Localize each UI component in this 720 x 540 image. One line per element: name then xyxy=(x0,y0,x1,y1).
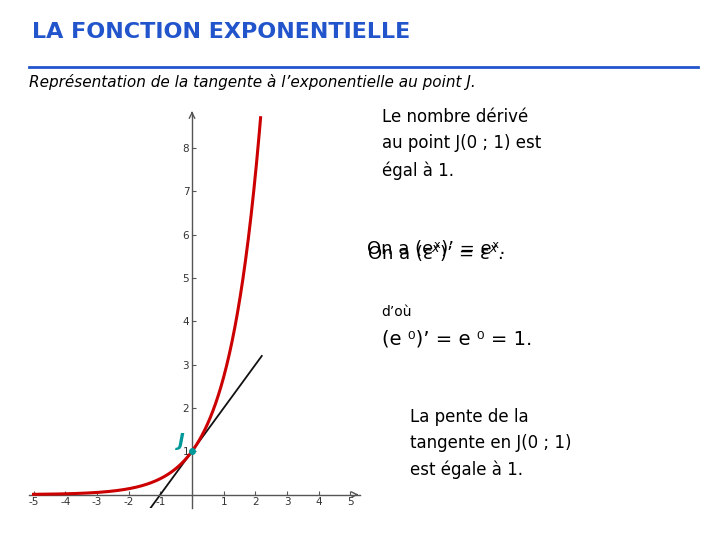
Text: La pente de la
tangente en J(0 ; 1)
est égale à 1.: La pente de la tangente en J(0 ; 1) est … xyxy=(410,408,572,480)
Text: On a (ε$^x$)’ = ε$^x$.: On a (ε$^x$)’ = ε$^x$. xyxy=(367,243,503,263)
Text: (e ⁰)’ = e ⁰ = 1.: (e ⁰)’ = e ⁰ = 1. xyxy=(382,329,532,348)
Text: J: J xyxy=(178,432,184,450)
Text: Représentation de la tangente à l’exponentielle au point J.: Représentation de la tangente à l’expone… xyxy=(29,74,475,90)
Text: LA FONCTION EXPONENTIELLE: LA FONCTION EXPONENTIELLE xyxy=(32,22,410,42)
Text: d’où: d’où xyxy=(382,305,412,319)
Text: On a (eˣ)’ = eˣ.: On a (eˣ)’ = eˣ. xyxy=(367,240,505,258)
Text: Le nombre dérivé
au point J(0 ; 1) est
égal à 1.: Le nombre dérivé au point J(0 ; 1) est é… xyxy=(382,108,541,180)
